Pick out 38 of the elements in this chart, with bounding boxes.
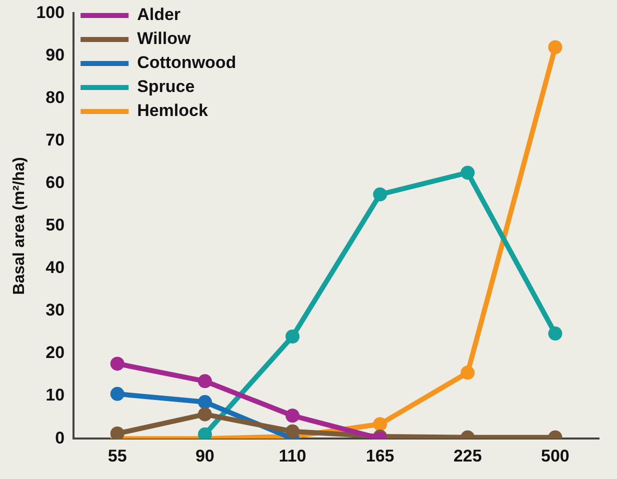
- x-tick-label: 165: [366, 446, 394, 466]
- y-tick-label: 70: [46, 130, 65, 150]
- legend-label: Spruce: [137, 77, 195, 96]
- point: [198, 374, 212, 388]
- legend-label: Alder: [137, 5, 181, 24]
- point: [548, 326, 562, 341]
- x-tick-label: 500: [541, 446, 570, 466]
- x-tick-label: 90: [195, 446, 214, 466]
- y-tick-label: 100: [36, 2, 65, 22]
- y-tick-label: 20: [46, 343, 65, 362]
- point: [460, 166, 475, 180]
- y-tick-label: 0: [55, 428, 65, 448]
- y-tick-label: 10: [46, 386, 65, 405]
- legend-label: Cottonwood: [137, 53, 236, 72]
- point: [460, 366, 475, 380]
- point: [198, 395, 212, 410]
- point: [110, 426, 124, 439]
- x-tick-label: 225: [453, 446, 482, 466]
- point: [285, 424, 300, 438]
- point: [373, 187, 388, 202]
- y-tick-label: 90: [46, 45, 65, 64]
- point: [285, 408, 300, 423]
- legend-label: Hemlock: [137, 101, 208, 120]
- x-tick-label: 110: [278, 446, 306, 466]
- y-axis-title: Basal area (m²/ha): [11, 156, 28, 295]
- point: [110, 356, 124, 371]
- y-tick-label: 40: [46, 258, 65, 278]
- x-tick-label: 55: [108, 446, 127, 466]
- y-tick-label: 80: [46, 88, 65, 107]
- point: [285, 330, 300, 344]
- legend-label: Willow: [137, 29, 192, 48]
- point: [373, 417, 388, 432]
- point: [110, 386, 124, 401]
- point: [548, 40, 562, 54]
- y-tick-label: 50: [46, 216, 65, 235]
- y-tick-label: 30: [46, 300, 65, 320]
- y-tick-label: 60: [46, 173, 65, 192]
- point: [198, 407, 212, 422]
